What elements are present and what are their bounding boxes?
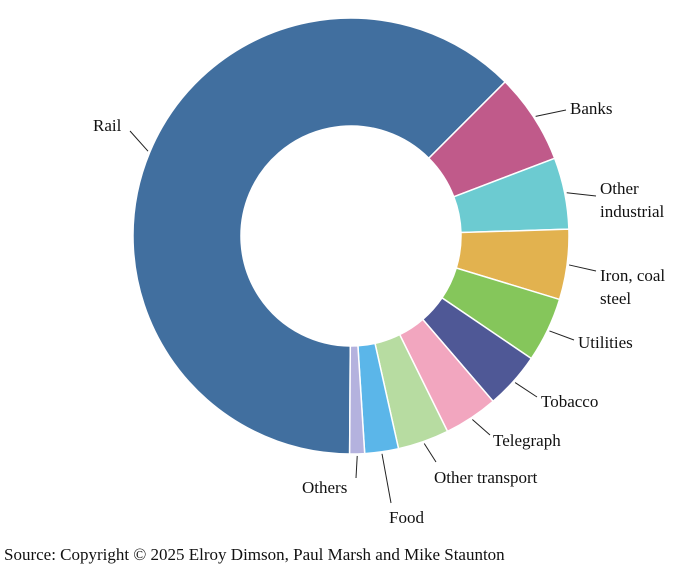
donut-slice [348, 344, 366, 455]
slice-label: Tobacco [541, 392, 599, 411]
leader-line [549, 330, 575, 341]
leader-line [568, 264, 597, 272]
leader-line [423, 443, 437, 463]
slice-label: Other transport [434, 468, 538, 487]
source-note: Source: Copyright © 2025 Elroy Dimson, P… [4, 545, 505, 564]
slice-label: Others [302, 478, 348, 497]
slice-label: Other industrial [600, 179, 665, 221]
slice-label: Utilities [578, 333, 633, 352]
slice-label: Banks [570, 99, 613, 118]
leader-line [514, 382, 538, 398]
slice-label: Food [389, 508, 424, 527]
leader-line [535, 109, 567, 117]
slice-label: Iron, coal steel [600, 266, 666, 308]
donut-slice [132, 17, 507, 455]
leader-line [381, 453, 392, 504]
leader-line [566, 192, 597, 197]
leader-line [355, 455, 358, 479]
slice-label: Telegraph [493, 431, 561, 450]
leader-line [129, 130, 149, 152]
slice-label: Rail [93, 116, 122, 135]
leader-line [472, 419, 491, 436]
